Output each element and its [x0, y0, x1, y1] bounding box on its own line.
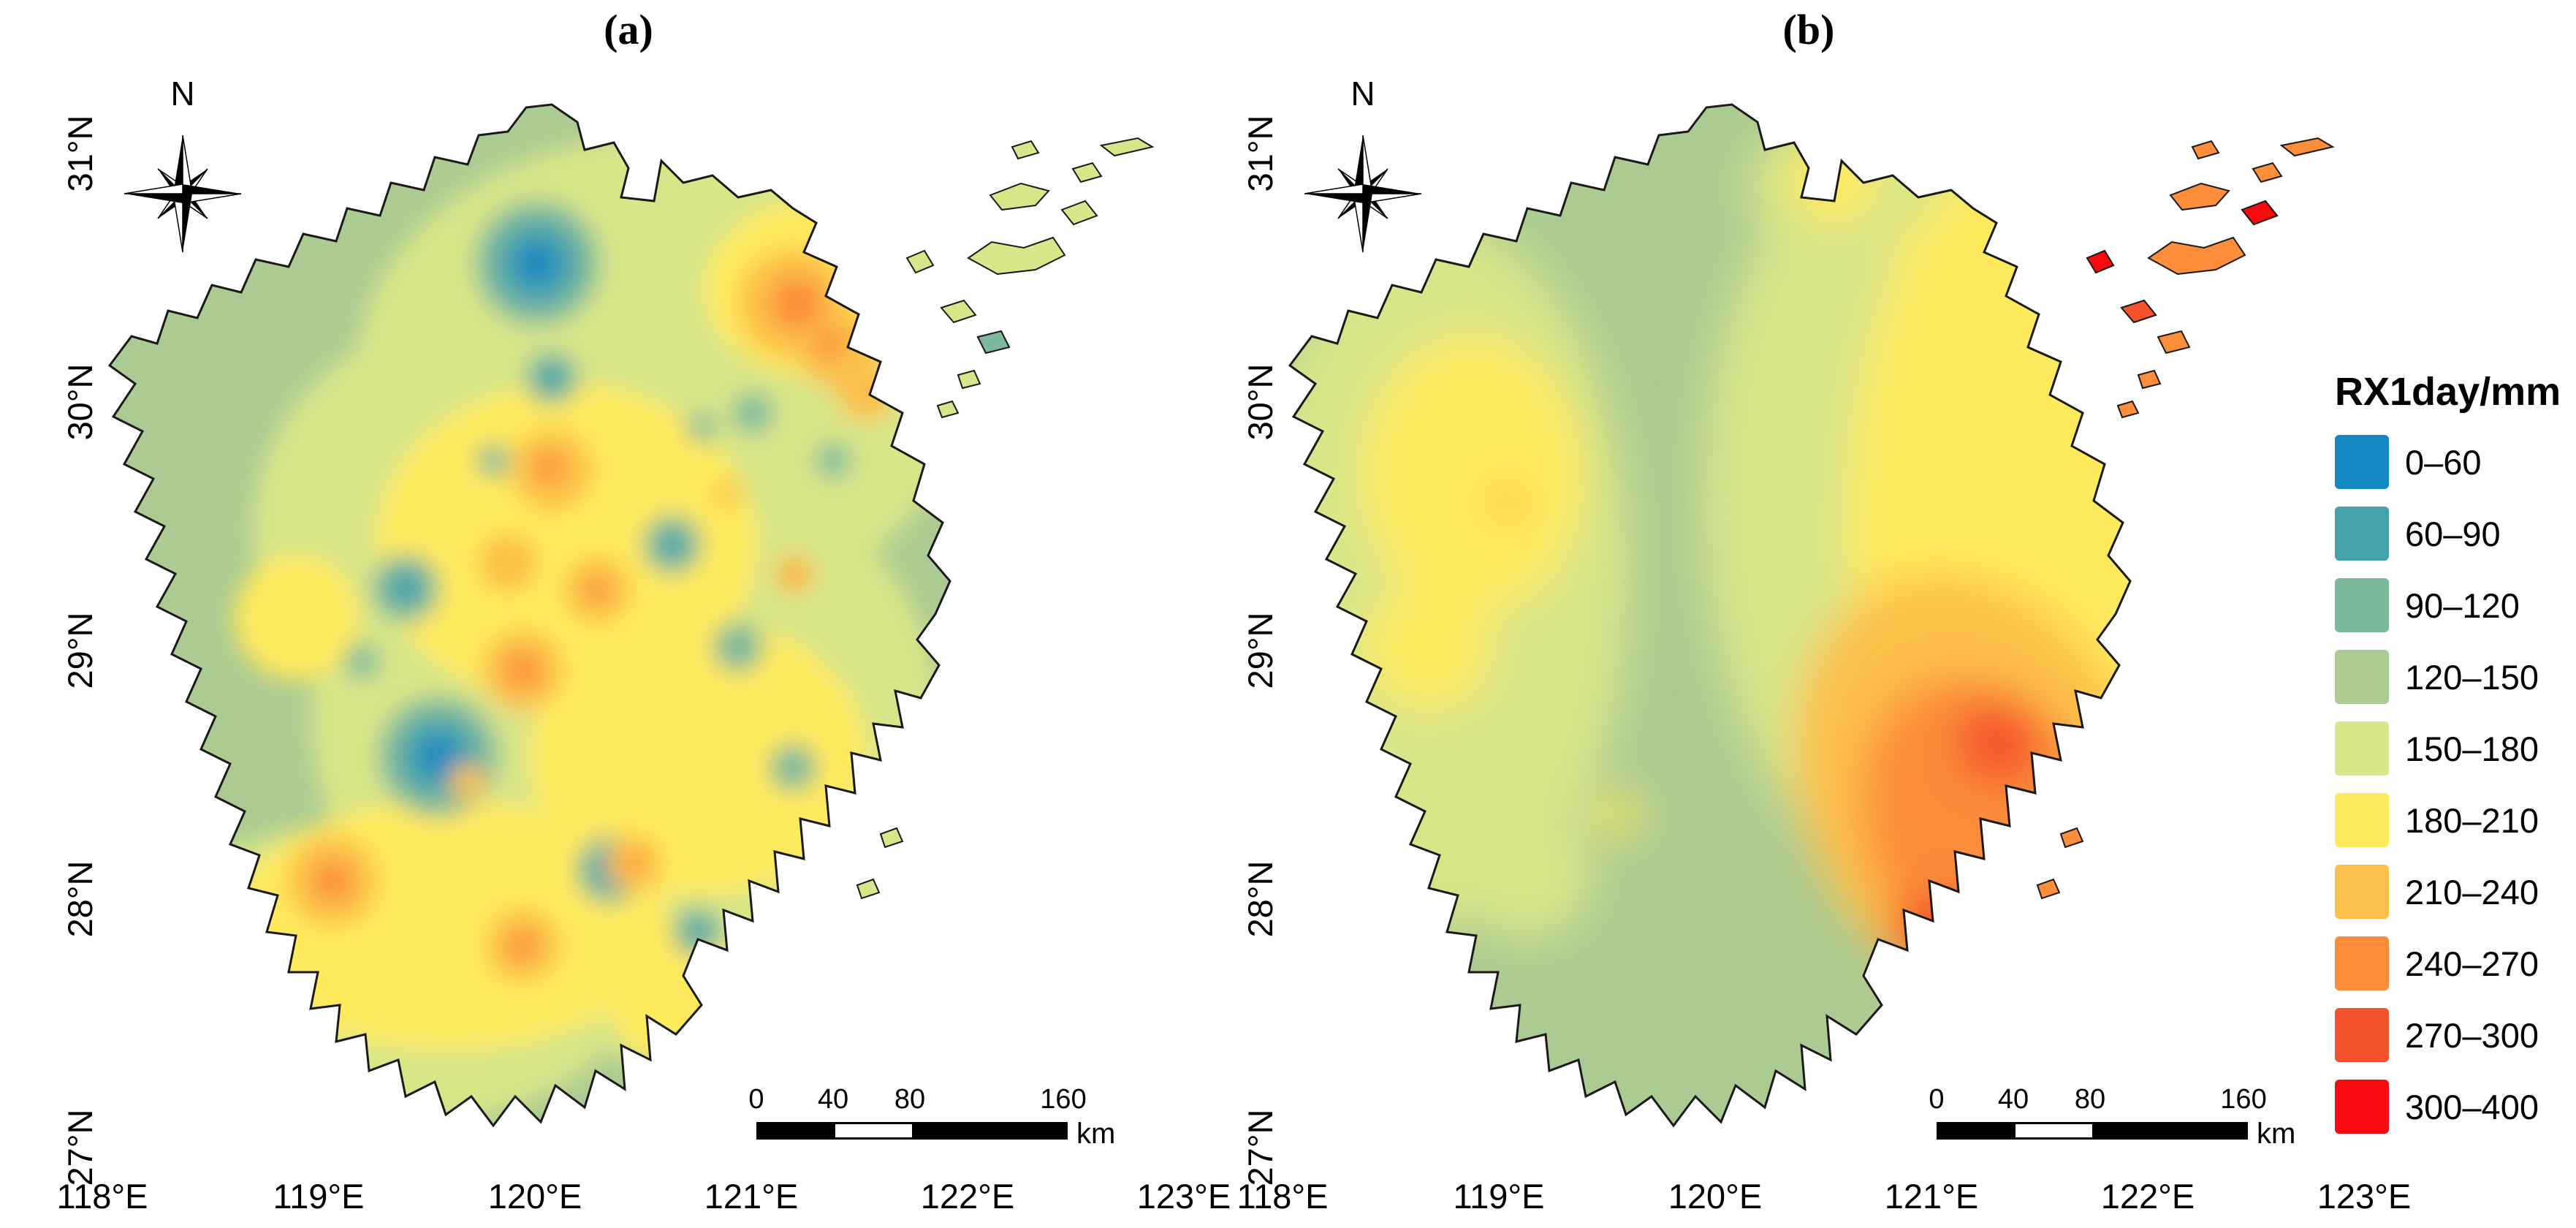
legend-swatch	[2335, 1008, 2389, 1062]
scale-bar: 0 40 80 160 km	[1929, 1084, 2331, 1172]
north-label: N	[170, 75, 195, 113]
x-tick: 121°E	[1884, 1177, 1979, 1216]
y-tick: 31°N	[61, 115, 99, 192]
x-tick: 122°E	[920, 1177, 1015, 1216]
x-tick: 120°E	[487, 1177, 582, 1216]
legend-item: 180–210	[2335, 793, 2576, 847]
scale-unit: km	[2257, 1118, 2296, 1150]
scale-tick: 40	[817, 1084, 849, 1115]
legend-swatch	[2335, 936, 2389, 990]
y-tick: 30°N	[61, 363, 99, 441]
legend-label: 210–240	[2405, 872, 2539, 911]
x-tick: 119°E	[1453, 1177, 1545, 1216]
x-tick: 123°E	[2317, 1177, 2412, 1216]
panel-b: (b) N 31°N 30°N 29°N 28°N 27°N 118°E 119…	[1220, 6, 2411, 1228]
legend-swatch	[2335, 793, 2389, 847]
scale-tick: 0	[748, 1084, 764, 1115]
scale-tick: 160	[2220, 1084, 2267, 1115]
scale-bar-segments	[756, 1122, 1068, 1140]
panel-a: (a) N 31°N 30°N 29°N 28°N 27°N 118°E 119…	[40, 6, 1231, 1228]
x-tick: 119°E	[273, 1177, 365, 1216]
scale-bar: 0 40 80 160 km	[748, 1084, 1151, 1172]
scale-tick: 80	[894, 1084, 926, 1115]
legend-item: 60–90	[2335, 507, 2576, 561]
x-tick: 118°E	[1236, 1177, 1329, 1216]
legend-label: 90–120	[2405, 585, 2520, 625]
legend-label: 300–400	[2405, 1087, 2539, 1126]
panel-a-title: (a)	[604, 6, 653, 53]
legend-item: 300–400	[2335, 1080, 2576, 1134]
north-label: N	[1350, 75, 1375, 113]
scale-tick: 160	[1040, 1084, 1087, 1115]
legend-label: 270–300	[2405, 1015, 2539, 1055]
legend-item: 120–150	[2335, 650, 2576, 704]
legend-item: 0–60	[2335, 435, 2576, 489]
y-tick: 29°N	[61, 612, 99, 689]
legend: RX1day/mm 0–60 60–90 90–120 120–150 150–…	[2335, 369, 2576, 1151]
legend-label: 240–270	[2405, 944, 2539, 983]
legend-item: 150–180	[2335, 721, 2576, 776]
legend-item: 90–120	[2335, 578, 2576, 632]
y-tick: 28°N	[61, 860, 99, 938]
x-tick: 121°E	[704, 1177, 799, 1216]
legend-label: 120–150	[2405, 657, 2539, 697]
y-tick: 31°N	[1241, 115, 1280, 192]
legend-swatch	[2335, 507, 2389, 561]
y-tick: 29°N	[1241, 612, 1280, 689]
x-tick: 122°E	[2100, 1177, 2195, 1216]
legend-item: 240–270	[2335, 936, 2576, 990]
y-tick: 28°N	[1241, 860, 1280, 938]
panel-b-title: (b)	[1782, 6, 1835, 53]
scale-tick: 80	[2074, 1084, 2106, 1115]
legend-item: 210–240	[2335, 865, 2576, 919]
scale-tick: 40	[1997, 1084, 2029, 1115]
legend-swatch	[2335, 435, 2389, 489]
legend-swatch	[2335, 578, 2389, 632]
scale-bar-segments	[1937, 1122, 2248, 1140]
legend-swatch	[2335, 650, 2389, 704]
legend-item: 270–300	[2335, 1008, 2576, 1062]
legend-swatch	[2335, 865, 2389, 919]
legend-label: 0–60	[2405, 442, 2482, 482]
x-tick: 118°E	[56, 1177, 148, 1216]
x-tick: 123°E	[1136, 1177, 1231, 1216]
legend-title: RX1day/mm	[2335, 370, 2561, 414]
scale-unit: km	[1076, 1118, 1116, 1150]
x-tick: 120°E	[1668, 1177, 1763, 1216]
legend-swatch	[2335, 721, 2389, 776]
legend-label: 150–180	[2405, 729, 2539, 768]
scale-tick: 0	[1929, 1084, 1945, 1115]
legend-label: 180–210	[2405, 800, 2539, 840]
legend-swatch	[2335, 1080, 2389, 1134]
legend-label: 60–90	[2405, 514, 2501, 553]
y-tick: 30°N	[1241, 363, 1280, 441]
